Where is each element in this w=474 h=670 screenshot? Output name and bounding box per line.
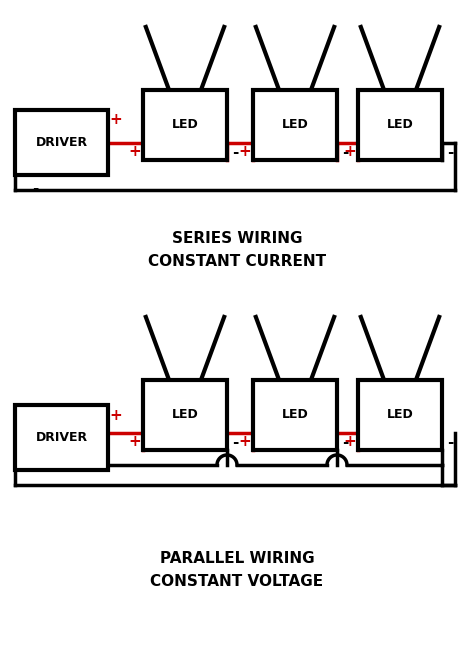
Bar (143, 90, 227, 160)
Text: +: + (109, 407, 122, 423)
Text: -: - (342, 435, 348, 450)
Text: +: + (109, 113, 122, 127)
Text: +: + (344, 145, 356, 159)
Bar (358, 380, 442, 450)
Bar (15, 110, 108, 175)
Text: +: + (238, 435, 251, 450)
Text: LED: LED (387, 409, 413, 421)
Text: -: - (232, 435, 238, 450)
Text: LED: LED (172, 409, 199, 421)
Text: LED: LED (282, 119, 309, 131)
Text: -: - (32, 182, 38, 196)
Text: -: - (447, 145, 453, 159)
Bar (143, 380, 227, 450)
Bar (15, 405, 108, 470)
Text: DRIVER: DRIVER (36, 136, 88, 149)
Text: LED: LED (172, 119, 199, 131)
Text: LED: LED (282, 409, 309, 421)
Text: +: + (128, 145, 141, 159)
Text: -: - (232, 145, 238, 159)
Text: LED: LED (387, 119, 413, 131)
Text: -: - (447, 435, 453, 450)
Text: +: + (344, 435, 356, 450)
Text: PARALLEL WIRING
CONSTANT VOLTAGE: PARALLEL WIRING CONSTANT VOLTAGE (150, 551, 324, 589)
Bar (358, 90, 442, 160)
Text: +: + (128, 435, 141, 450)
Bar (253, 380, 337, 450)
Text: DRIVER: DRIVER (36, 431, 88, 444)
Bar (253, 90, 337, 160)
Text: SERIES WIRING
CONSTANT CURRENT: SERIES WIRING CONSTANT CURRENT (148, 231, 326, 269)
Text: -: - (32, 476, 38, 492)
Text: -: - (342, 145, 348, 159)
Text: +: + (238, 145, 251, 159)
